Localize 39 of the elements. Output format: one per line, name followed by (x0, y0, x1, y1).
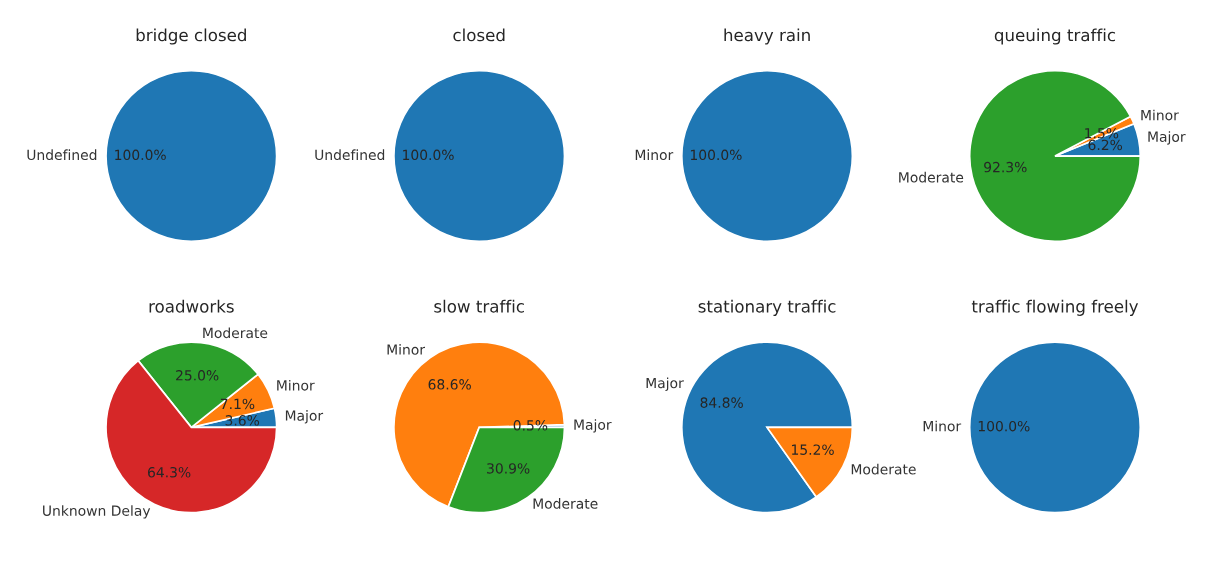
data-label: 1.5% (1085, 127, 1119, 139)
slice-label: Major (1148, 131, 1186, 145)
data-label: 84.8% (700, 397, 743, 408)
slice-label: Moderate (203, 327, 268, 339)
data-label: 6.2% (1088, 139, 1123, 151)
chart-title: heavy rain (724, 28, 810, 45)
chart-title: bridge closed (136, 28, 246, 45)
slice-label: Minor (635, 149, 674, 161)
chart-title: traffic flowing freely (971, 299, 1139, 316)
chart-title: roadworks (149, 299, 234, 313)
slice-label: Undefined (315, 149, 385, 161)
slice-label: Undefined (27, 149, 97, 161)
data-label: 7.1% (220, 398, 255, 410)
data-label: 68.6% (428, 379, 471, 390)
data-label: 3.6% (225, 415, 260, 426)
slice-label: Moderate (851, 463, 916, 475)
data-label: 100.0% (403, 149, 454, 161)
chart-title: stationary traffic (698, 299, 836, 316)
chart-title: queuing traffic (994, 28, 1116, 45)
slice-label: Minor (387, 344, 426, 355)
slice-label: Moderate (533, 498, 598, 509)
data-label: 15.2% (792, 444, 834, 455)
slice-label: Minor (1141, 109, 1179, 121)
data-label: 92.3% (984, 161, 1027, 173)
slice-label: Major (285, 410, 324, 424)
data-label: 64.3% (148, 467, 191, 478)
chart-title: slow traffic (434, 299, 524, 313)
chart-title: closed (453, 28, 505, 42)
data-label: 100.0% (978, 420, 1030, 432)
slice-label: Unknown Delay (43, 505, 151, 519)
slice-label: Minor (923, 420, 962, 432)
data-label: 25.0% (176, 370, 219, 381)
data-label: 30.9% (487, 463, 530, 474)
slice-label: Minor (277, 379, 315, 391)
slice-label: Moderate (899, 171, 964, 183)
data-label: 100.0% (690, 149, 742, 161)
slice-label: Major (646, 377, 684, 391)
slice-label: Major (574, 419, 612, 433)
data-label: 100.0% (115, 149, 166, 161)
